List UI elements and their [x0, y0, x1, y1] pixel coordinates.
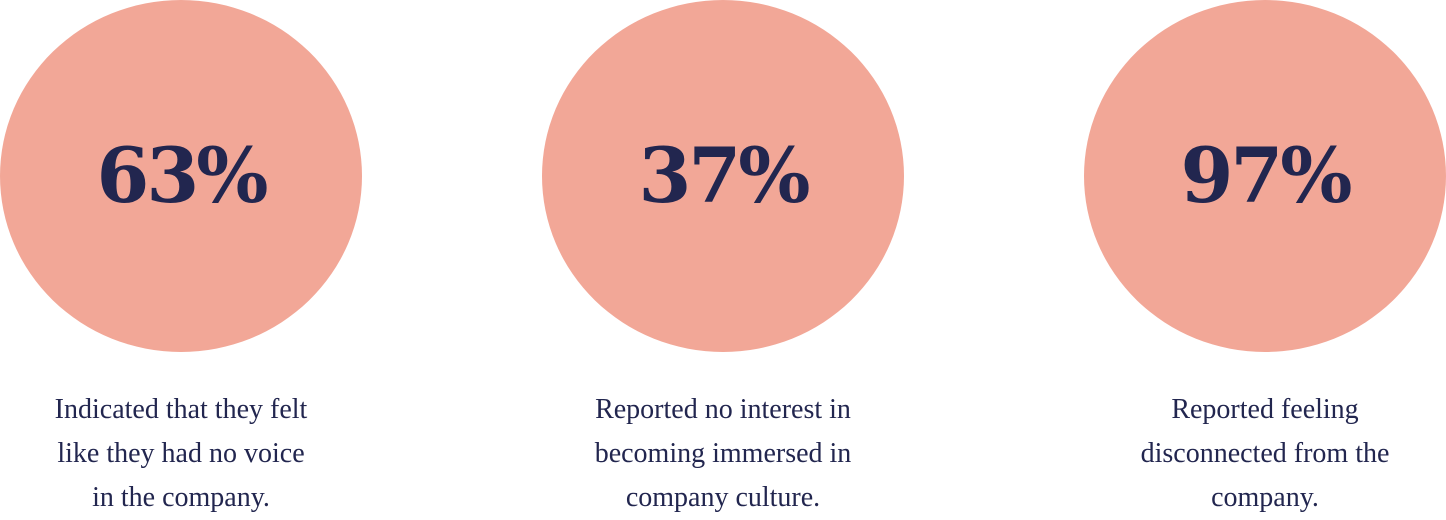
stat-caption-line: like they had no voice	[57, 438, 305, 469]
stat-caption: Reported no interest in becoming immerse…	[542, 388, 904, 520]
stat-caption-line: disconnected from the	[1140, 438, 1390, 469]
stat-caption-line: company.	[1211, 482, 1319, 513]
stat-circle: 63%	[0, 0, 362, 352]
stat-caption-line: Reported feeling	[1171, 394, 1359, 425]
stat-caption-line: company culture.	[625, 482, 821, 513]
stat-item-1: 63% Indicated that they felt like they h…	[0, 0, 362, 520]
stat-caption: Reported feeling disconnected from the c…	[1084, 388, 1446, 520]
stat-circle: 97%	[1084, 0, 1446, 352]
stat-circle: 37%	[542, 0, 904, 352]
stat-caption-line: Indicated that they felt	[54, 394, 308, 425]
stat-value: 37%	[638, 131, 811, 220]
stat-caption-line: becoming immersed in	[594, 438, 852, 469]
stat-value: 63%	[96, 131, 269, 220]
stat-value: 97%	[1180, 131, 1353, 220]
stat-caption-line: Reported no interest in	[595, 394, 851, 425]
stat-item-3: 97% Reported feeling disconnected from t…	[1084, 0, 1446, 520]
stat-item-2: 37% Reported no interest in becoming imm…	[542, 0, 904, 520]
stat-caption: Indicated that they felt like they had n…	[0, 388, 362, 520]
stat-caption-line: in the company.	[92, 482, 270, 513]
